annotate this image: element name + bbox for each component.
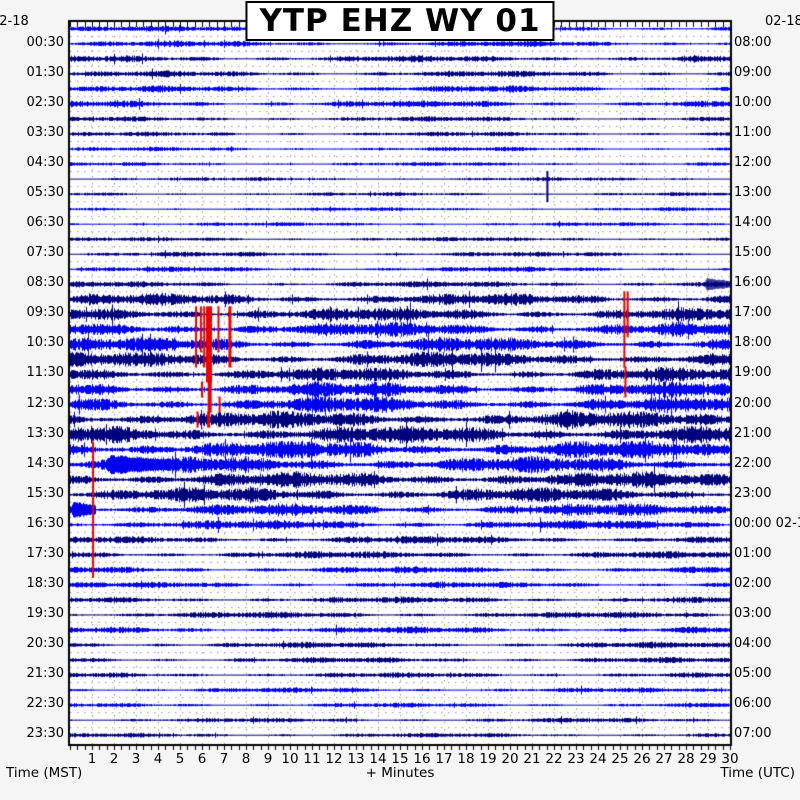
x-label-minute: 15 — [391, 751, 409, 767]
y-label-mst: 13:30 — [26, 425, 64, 441]
y-label-mst: 09:30 — [26, 305, 64, 321]
x-label-minute: 16 — [413, 751, 431, 767]
y-label-utc: 05:00 — [734, 666, 772, 682]
y-label-mst: 04:30 — [26, 155, 64, 171]
y-label-mst: 14:30 — [26, 455, 64, 471]
y-label-utc: 01:00 — [734, 545, 772, 561]
x-label-minute: 11 — [303, 751, 321, 767]
y-label-mst: 12:30 — [26, 395, 64, 411]
y-label-utc: 08:00 — [734, 34, 772, 50]
y-label-utc: 06:00 — [734, 696, 772, 712]
x-label-minute: 19 — [479, 751, 497, 767]
y-label-mst: 02:30 — [26, 94, 64, 110]
axis-caption-utc: Time (UTC) — [720, 765, 795, 781]
x-label-minute: 14 — [369, 751, 387, 767]
y-label-mst: 17:30 — [26, 545, 64, 561]
y-label-mst: 07:30 — [26, 245, 64, 261]
y-label-utc: 02:00 — [734, 575, 772, 591]
y-label-mst: 16:30 — [26, 515, 64, 531]
y-label-mst: 21:30 — [26, 666, 64, 682]
x-label-minute: 23 — [567, 751, 585, 767]
x-label-minute: 28 — [677, 751, 695, 767]
x-label-minute: 6 — [197, 751, 207, 767]
y-label-utc: 22:00 — [734, 455, 772, 471]
start-date-utc: 02-18 — [765, 14, 800, 29]
y-label-mst: 08:30 — [26, 275, 64, 291]
y-label-utc: 12:00 — [734, 155, 772, 171]
x-label-minute: 17 — [435, 751, 453, 767]
x-label-minute: 2 — [109, 751, 119, 767]
x-label-minute: 10 — [281, 751, 299, 767]
y-label-utc: 09:00 — [734, 64, 772, 80]
x-label-minute: 5 — [175, 751, 185, 767]
x-label-minute: 4 — [153, 751, 163, 767]
y-label-utc: 23:00 — [734, 485, 772, 501]
axis-caption-minutes: + Minutes — [365, 765, 435, 781]
y-label-mst: 01:30 — [26, 64, 64, 80]
x-label-minute: 7 — [219, 751, 229, 767]
x-label-minute: 24 — [589, 751, 607, 767]
x-label-minute: 29 — [699, 751, 717, 767]
y-label-utc: 07:00 — [734, 726, 772, 742]
x-label-minute: 22 — [545, 751, 563, 767]
x-label-minute: 25 — [611, 751, 629, 767]
y-label-mst: 23:30 — [26, 726, 64, 742]
y-label-utc: 13:00 — [734, 185, 772, 201]
y-label-mst: 19:30 — [26, 605, 64, 621]
y-label-utc: 03:00 — [734, 605, 772, 621]
y-label-mst: 18:30 — [26, 575, 64, 591]
y-label-mst: 22:30 — [26, 696, 64, 712]
y-label-utc: 11:00 — [734, 125, 772, 140]
x-label-minute: 27 — [655, 751, 673, 767]
y-label-utc: 04:00 — [734, 636, 772, 652]
x-label-minute: 1 — [87, 751, 97, 767]
y-label-mst: 00:30 — [26, 34, 64, 50]
y-label-mst: 05:30 — [26, 185, 64, 201]
y-label-utc: 19:00 — [734, 365, 772, 381]
x-label-minute: 9 — [263, 751, 273, 767]
y-label-utc: 15:00 — [734, 245, 772, 261]
x-label-minute: 18 — [457, 751, 475, 767]
y-label-utc: 14:00 — [734, 215, 772, 231]
y-label-utc: 18:00 — [734, 335, 772, 351]
y-label-mst: 20:30 — [26, 636, 64, 652]
y-label-utc: 10:00 — [734, 94, 772, 110]
y-label-utc: 17:00 — [734, 305, 772, 321]
y-label-mst: 06:30 — [26, 215, 64, 231]
station-title: YTP EHZ WY 01 — [259, 3, 541, 39]
y-label-mst: 15:30 — [26, 485, 64, 501]
x-label-minute: 3 — [131, 751, 141, 767]
y-label-utc: 16:00 — [734, 275, 772, 291]
x-label-minute: 8 — [241, 751, 251, 767]
y-label-utc: 21:00 — [734, 425, 772, 441]
y-label-utc: 00:00 02-19 — [734, 515, 800, 531]
x-label-minute: 21 — [523, 751, 541, 767]
x-label-minute: 13 — [347, 751, 365, 767]
x-label-minute: 30 — [721, 751, 739, 767]
y-label-mst: 03:30 — [26, 125, 64, 140]
x-label-minute: 12 — [325, 751, 343, 767]
x-label-minute: 26 — [633, 751, 651, 767]
y-label-mst: 10:30 — [26, 335, 64, 351]
y-label-mst: 11:30 — [26, 365, 64, 381]
axis-caption-mst: Time (MST) — [6, 765, 83, 781]
y-label-utc: 20:00 — [734, 395, 772, 411]
station-title-box: YTP EHZ WY 01 — [245, 1, 555, 41]
start-date-mst: 02-18 — [0, 14, 29, 29]
x-label-minute: 20 — [501, 751, 519, 767]
